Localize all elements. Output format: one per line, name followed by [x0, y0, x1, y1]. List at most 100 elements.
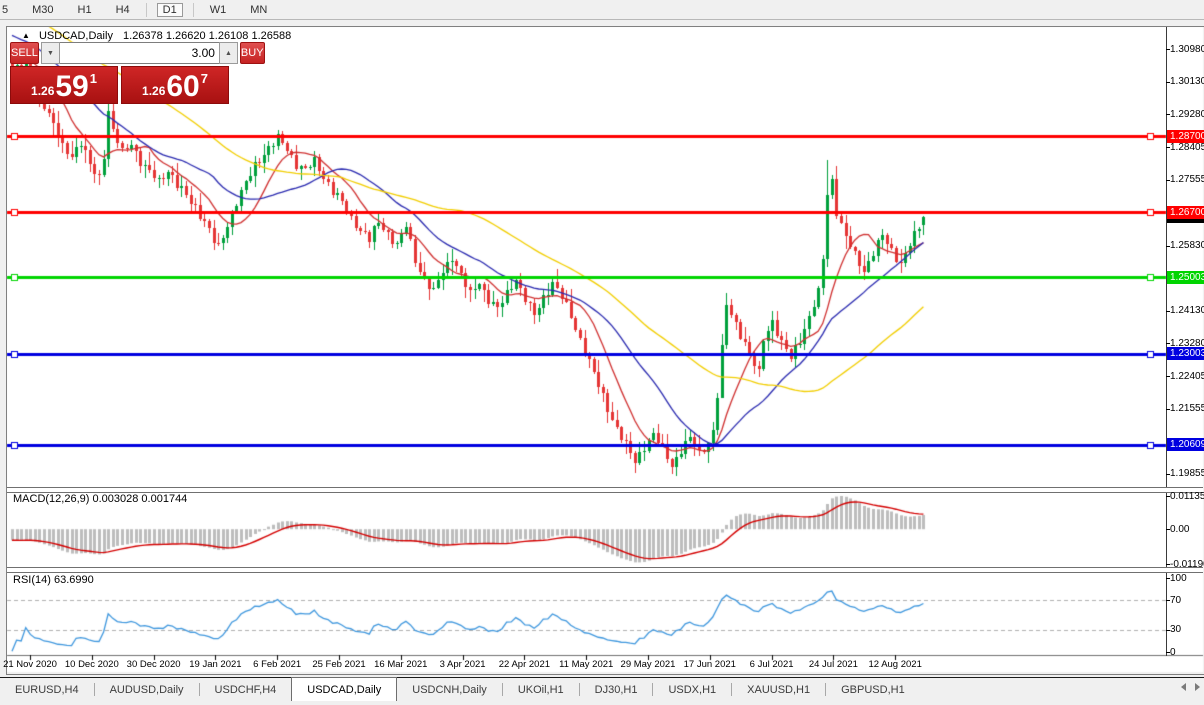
buy-button[interactable]: BUY — [239, 42, 265, 64]
axis-tick-mark — [1166, 245, 1170, 247]
date-axis-label: 12 Aug 2021 — [868, 659, 922, 670]
symbol-tabbar: EURUSD,H4 AUDUSD,Daily USDCHF,H4 USDCAD,Dai… — [0, 677, 1204, 701]
sell-button[interactable]: SELL — [10, 42, 39, 64]
date-axis-label: 16 Mar 2021 — [374, 659, 428, 670]
timeframe-button-w1[interactable]: W1 — [209, 3, 227, 16]
tab-separator — [825, 683, 827, 696]
tab-separator — [578, 683, 580, 696]
date-axis-label: 10 Dec 2020 — [64, 659, 119, 670]
macd-axis-tick: 0.01135 — [1170, 490, 1204, 502]
axis-tick-mark — [1166, 81, 1170, 83]
date-axis-label: 6 Feb 2021 — [253, 659, 302, 670]
volume-input[interactable] — [59, 42, 219, 64]
tabbar-top-line — [0, 677, 1204, 678]
rsi-axis-tick: 30 — [1170, 624, 1182, 636]
rsi-value: 63.6990 — [53, 574, 94, 586]
tab-usdcnh-daily[interactable]: USDCNH,Daily — [412, 683, 487, 696]
tab-scroll-arrows — [1181, 683, 1200, 691]
date-axis-label: 3 Apr 2021 — [439, 659, 486, 670]
macd-pane-splitter[interactable] — [7, 487, 1203, 493]
price-axis-tick: 1.24130 — [1170, 305, 1204, 317]
volume-decrease-button[interactable]: ▼ — [40, 42, 60, 64]
rsi-pane-splitter[interactable] — [7, 567, 1203, 573]
axis-tick-mark — [1166, 376, 1170, 378]
level-badge-1.26700: 1.26700 — [1167, 205, 1204, 219]
rsi-axis-tick: 0 — [1170, 646, 1176, 658]
date-axis-label: 11 May 2021 — [559, 659, 614, 670]
level-badge-1.28700: 1.28700 — [1167, 129, 1204, 143]
price-axis-tick: 1.30980 — [1170, 43, 1204, 55]
timeframe-button-mn[interactable]: MN — [250, 3, 268, 16]
axis-tick-mark — [1166, 473, 1170, 475]
chart-title: ▲ USDCAD,Daily 1.26378 1.26620 1.26108 1… — [22, 30, 291, 42]
date-axis-label: 21 Nov 2020 — [3, 659, 57, 670]
tab-separator — [501, 683, 503, 696]
axis-tick-mark — [1166, 343, 1170, 345]
level-badge-1.25003: 1.25003 — [1167, 270, 1204, 284]
tab-usdchf-h4[interactable]: USDCHF,H4 — [214, 683, 277, 696]
price-axis-tick: 1.19855 — [1170, 468, 1204, 480]
price-axis-tick: 1.27555 — [1170, 174, 1204, 186]
date-axis-label: 19 Jan 2021 — [189, 659, 242, 670]
axis-tick-mark — [1166, 529, 1170, 531]
tab-usdx-h1[interactable]: USDX,H1 — [668, 683, 717, 696]
price-axis-tick: 1.25830 — [1170, 240, 1204, 252]
tab-scroll-left-icon[interactable] — [1181, 683, 1186, 691]
buy-price-prefix: 1.26 — [142, 84, 166, 98]
price-axis-tick: 1.28405 — [1170, 141, 1204, 153]
macd-axis-tick: 0.00 — [1170, 523, 1190, 535]
axis-tick-mark — [1166, 408, 1170, 410]
sell-price-box[interactable]: 1.26 59 1 — [10, 66, 118, 104]
price-axis-tick: 1.22405 — [1170, 370, 1204, 382]
price-axis-tick: 1.21555 — [1170, 403, 1204, 415]
price-axis-divider — [1166, 27, 1167, 656]
axis-tick-mark — [1166, 652, 1170, 653]
tab-ukoil-h1[interactable]: UKOil,H1 — [517, 683, 564, 696]
tab-audusd-daily[interactable]: AUDUSD,Daily — [109, 683, 184, 696]
tab-eurusd-h4[interactable]: EURUSD,H4 — [15, 683, 79, 696]
price-axis-tick: 1.29280 — [1170, 108, 1204, 120]
axis-tick-mark — [1166, 496, 1170, 497]
axis-tick-mark — [1166, 564, 1170, 565]
sell-price-big: 59 — [55, 70, 89, 103]
buy-price-sup: 7 — [200, 71, 208, 86]
sell-price-sup: 1 — [89, 71, 97, 86]
tab-separator — [652, 683, 654, 696]
toolbar-separator — [145, 2, 147, 17]
price-axis-tick: 1.23280 — [1170, 337, 1204, 349]
level-badge-1.20609: 1.20609 — [1167, 438, 1204, 452]
tab-xauusd-h1[interactable]: XAUUSD,H1 — [747, 683, 811, 696]
timeframe-button-d1[interactable]: D1 — [156, 2, 183, 17]
macd-values: 0.003028 0.001744 — [92, 493, 188, 505]
date-axis-label: 17 Jun 2021 — [683, 659, 736, 670]
rsi-axis-tick: 100 — [1170, 572, 1187, 584]
axis-tick-mark — [1166, 310, 1170, 312]
timeframe-button-5[interactable]: 5 — [2, 3, 9, 16]
axis-tick-mark — [1166, 147, 1170, 149]
one-click-trade-panel: SELL ▼ ▲ BUY 1.26 59 1 1.26 60 7 — [10, 42, 265, 104]
tab-separator — [731, 683, 733, 696]
axis-tick-mark — [1166, 578, 1170, 579]
timeframe-button-h4[interactable]: H4 — [115, 3, 130, 16]
buy-price-box[interactable]: 1.26 60 7 — [121, 66, 229, 104]
timeframe-button-m30[interactable]: M30 — [32, 3, 54, 16]
collapse-arrow-icon[interactable]: ▲ — [22, 31, 30, 40]
date-axis-label: 25 Feb 2021 — [312, 659, 366, 670]
tab-usdcad-daily[interactable]: USDCAD,Daily — [291, 677, 398, 701]
volume-increase-button[interactable]: ▲ — [218, 42, 238, 64]
tab-separator — [93, 683, 95, 696]
timeframe-button-h1[interactable]: H1 — [77, 3, 92, 16]
rsi-indicator-label: RSI(14) 63.6990 — [13, 574, 94, 586]
rsi-axis-tick: 70 — [1170, 594, 1182, 606]
chart-ohlc-values: 1.26378 1.26620 1.26108 1.26588 — [123, 30, 292, 42]
tab-separator — [198, 683, 200, 696]
date-axis-label: 22 Apr 2021 — [498, 659, 551, 670]
date-axis-label: 30 Dec 2020 — [126, 659, 181, 670]
chart-symbol-label: USDCAD,Daily — [38, 30, 113, 42]
toolbar-separator — [192, 2, 194, 17]
tab-dj30-h1[interactable]: DJ30,H1 — [594, 683, 638, 696]
tab-gbpusd-h1[interactable]: GBPUSD,H1 — [841, 683, 905, 696]
date-axis-label: 6 Jul 2021 — [749, 659, 794, 670]
tab-scroll-right-icon[interactable] — [1195, 683, 1200, 691]
